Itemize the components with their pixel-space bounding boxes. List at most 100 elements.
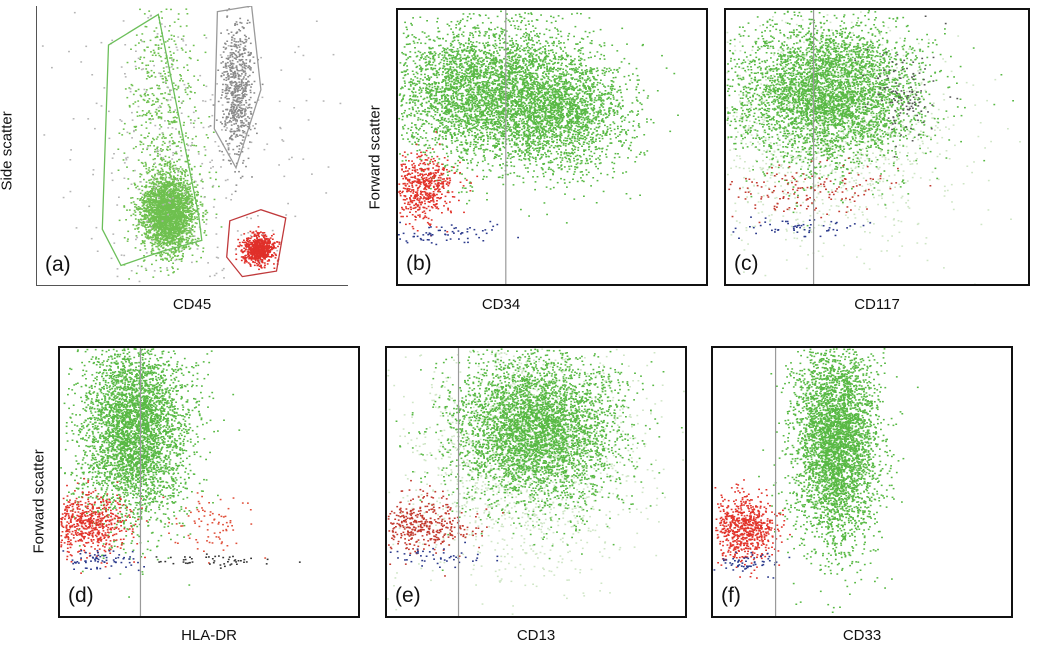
event-dot	[173, 35, 175, 37]
event-dot	[249, 248, 252, 251]
event-dot	[159, 181, 162, 184]
event-dot	[266, 260, 269, 262]
event-dot	[229, 137, 232, 140]
event-dot	[185, 221, 188, 224]
event-dot	[173, 161, 175, 164]
event-dot	[169, 165, 171, 168]
event-dot	[187, 188, 189, 190]
event-dot	[155, 108, 158, 111]
event-dot	[126, 156, 129, 159]
event-dot	[249, 91, 252, 94]
event-dot	[152, 212, 154, 214]
event-dot	[243, 47, 246, 50]
event-dot	[227, 55, 229, 57]
event-dot	[247, 54, 250, 57]
event-dot	[153, 103, 156, 105]
event-dot	[176, 219, 179, 221]
event-dot	[246, 22, 249, 24]
event-dot	[191, 193, 193, 196]
event-dot	[230, 128, 233, 130]
event-dot	[180, 260, 183, 262]
event-dot	[241, 109, 244, 111]
event-dot	[116, 268, 119, 270]
event-dot	[135, 125, 138, 128]
event-dot	[143, 165, 145, 167]
event-dot	[263, 236, 265, 239]
event-dot	[176, 179, 178, 181]
event-dot	[163, 218, 166, 220]
event-dot	[158, 234, 161, 237]
event-dot	[244, 108, 246, 110]
event-dot	[167, 205, 170, 208]
event-dot	[152, 236, 154, 238]
event-dot	[255, 247, 258, 250]
event-dot	[165, 137, 167, 139]
event-dot	[159, 181, 162, 183]
event-dot	[230, 48, 233, 51]
event-dot	[155, 213, 157, 216]
event-dot	[168, 243, 171, 246]
event-dot	[161, 216, 163, 218]
event-dot	[229, 87, 232, 89]
event-dot	[164, 41, 167, 43]
event-dot	[172, 271, 175, 274]
event-dot	[221, 129, 223, 131]
event-dot	[147, 46, 149, 48]
event-dot	[168, 213, 171, 215]
event-dot	[154, 226, 157, 228]
event-dot	[175, 226, 178, 228]
event-dot	[229, 109, 232, 111]
event-dot	[170, 208, 172, 211]
event-dot	[242, 108, 244, 110]
event-dot	[157, 153, 159, 155]
event-dot	[260, 231, 262, 233]
event-dot	[147, 231, 150, 233]
event-dot	[150, 199, 153, 201]
event-dot	[171, 202, 173, 204]
event-dot	[174, 242, 176, 245]
event-dot	[110, 172, 113, 174]
event-dot	[173, 206, 176, 208]
event-dot	[239, 21, 242, 24]
event-dot	[192, 111, 195, 114]
event-dot	[153, 186, 156, 188]
event-dot	[200, 256, 202, 259]
event-dot	[160, 116, 163, 118]
event-dot	[225, 89, 228, 91]
event-dot	[149, 230, 151, 233]
event-dot	[237, 94, 239, 96]
event-dot	[154, 36, 157, 39]
event-dot	[167, 220, 170, 222]
event-dot	[75, 227, 78, 229]
event-dot	[197, 194, 199, 196]
event-dot	[234, 111, 237, 113]
event-dot	[183, 218, 186, 220]
event-dot	[257, 258, 260, 260]
event-dot	[180, 202, 182, 204]
event-dot	[140, 219, 143, 221]
event-dot	[231, 67, 234, 70]
event-dot	[161, 159, 164, 162]
event-dot	[228, 89, 230, 92]
event-dot	[266, 143, 269, 145]
event-dot	[156, 180, 159, 183]
event-dot	[169, 89, 171, 91]
event-dot	[278, 243, 281, 245]
event-dot	[231, 56, 234, 58]
event-dot	[185, 216, 188, 218]
event-dot	[171, 210, 174, 213]
event-dot	[249, 59, 252, 61]
event-dot	[150, 212, 152, 215]
event-dot	[167, 161, 169, 163]
event-dot	[217, 100, 220, 103]
event-dot	[151, 211, 153, 213]
event-dot	[152, 238, 155, 241]
event-dot	[230, 92, 233, 95]
event-dot	[158, 244, 161, 247]
event-dot	[145, 127, 148, 129]
event-dot	[230, 124, 233, 126]
event-dot	[153, 30, 156, 32]
event-dot	[173, 141, 175, 144]
event-dot	[85, 45, 88, 48]
event-dot	[252, 257, 255, 259]
